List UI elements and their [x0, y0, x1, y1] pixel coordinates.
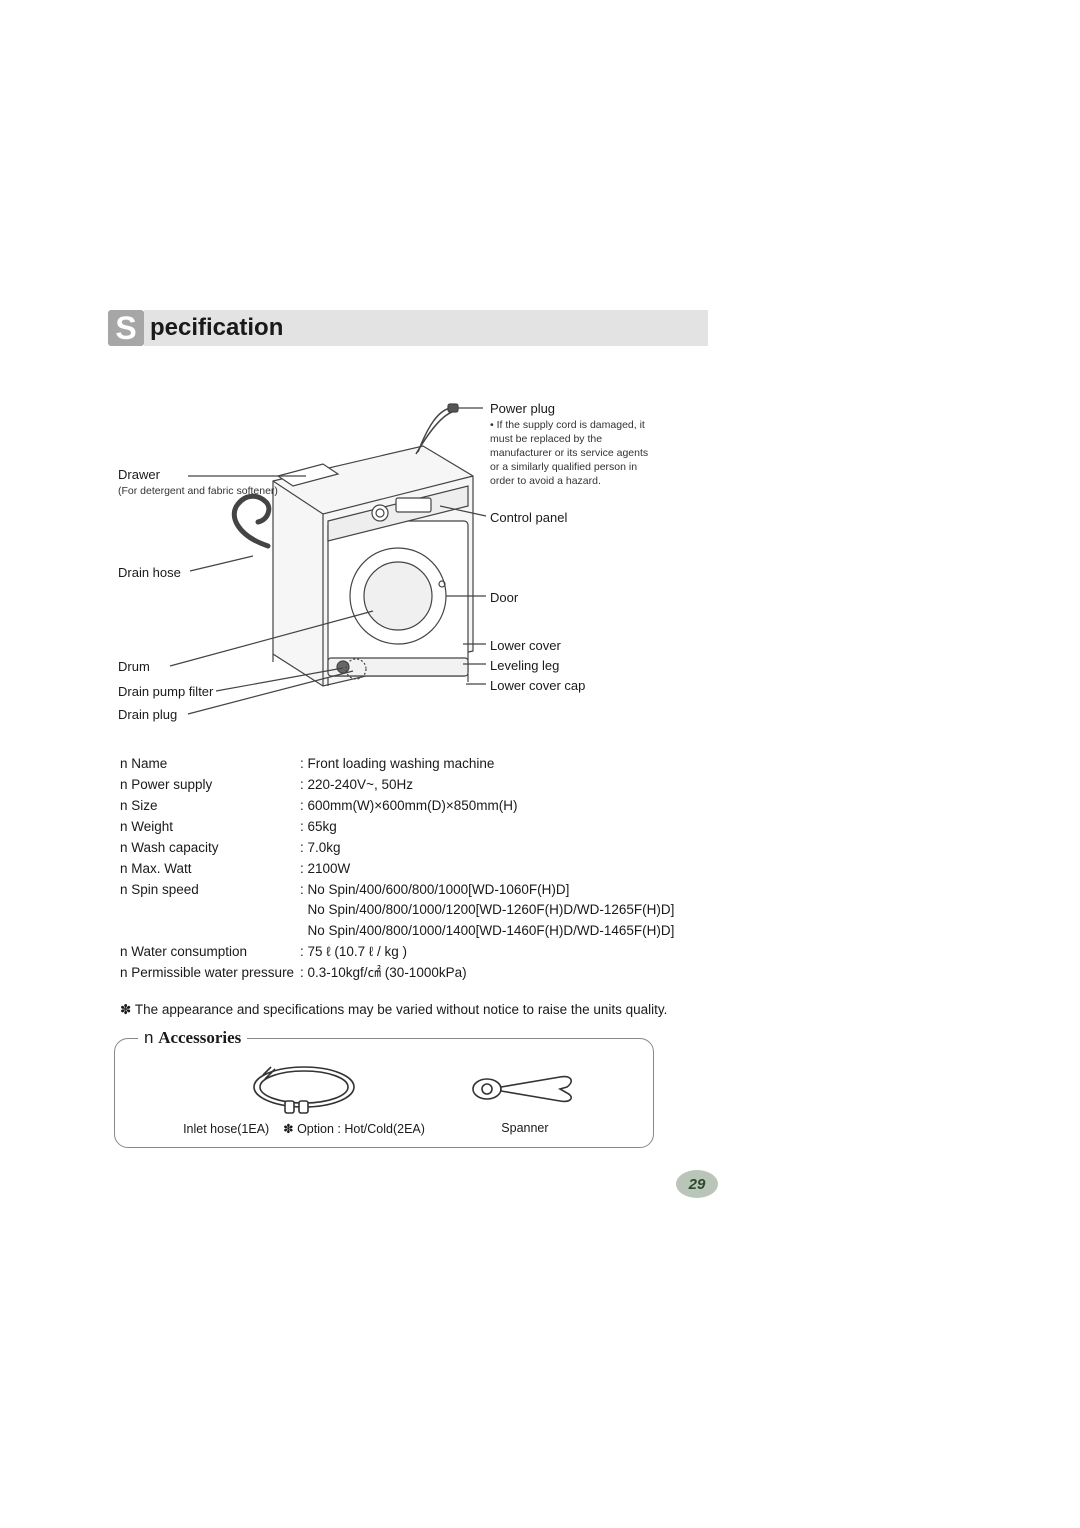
- spec-value-line: 7.0kg: [300, 838, 708, 859]
- footnote: The appearance and specifications may be…: [120, 1002, 708, 1018]
- spec-row: Weight 65kg: [120, 817, 708, 838]
- label-power-plug: Power plug • If the supply cord is damag…: [490, 400, 660, 488]
- spec-row: Permissible water pressure 0.3-10kgf/㎠ (…: [120, 963, 708, 984]
- spec-row: Name Front loading washing machine: [120, 754, 708, 775]
- spec-value: 0.3-10kgf/㎠ (30-1000kPa): [300, 963, 708, 984]
- spec-value: 2100W: [300, 859, 708, 880]
- spec-row: Power supply 220-240V~, 50Hz: [120, 775, 708, 796]
- spec-row: Size 600mm(W)×600mm(D)×850mm(H): [120, 796, 708, 817]
- spec-value: 7.0kg: [300, 838, 708, 859]
- heading-initial: S: [108, 310, 144, 346]
- label-door: Door: [490, 589, 518, 607]
- spec-value-line: 600mm(W)×600mm(D)×850mm(H): [300, 796, 708, 817]
- spec-row: Water consumption 75 ℓ (10.7 ℓ / kg ): [120, 942, 708, 963]
- spec-row: Wash capacity 7.0kg: [120, 838, 708, 859]
- parts-diagram: Drawer (For detergent and fabric softene…: [118, 386, 678, 726]
- label-drawer-text: Drawer: [118, 466, 278, 484]
- manual-page: S pecification: [108, 310, 708, 1148]
- label-drum: Drum: [118, 658, 150, 676]
- spec-label: Water consumption: [120, 942, 300, 963]
- spec-label: Wash capacity: [120, 838, 300, 859]
- spec-row: Spin speed No Spin/400/600/800/1000[WD-1…: [120, 880, 708, 943]
- spec-row: Max. Watt 2100W: [120, 859, 708, 880]
- spec-label: Power supply: [120, 775, 300, 796]
- label-drawer: Drawer (For detergent and fabric softene…: [118, 466, 278, 498]
- spec-value: Front loading washing machine: [300, 754, 708, 775]
- accessories-section: Accessories Inlet hose(1EA) ✽ Option : H…: [114, 1038, 708, 1148]
- acc-item-spanner: Spanner: [465, 1059, 585, 1135]
- spec-value: 220-240V~, 50Hz: [300, 775, 708, 796]
- spec-value-line: 0.3-10kgf/㎠ (30-1000kPa): [300, 963, 708, 984]
- section-heading: S pecification: [108, 310, 708, 346]
- label-lower-cover-cap: Lower cover cap: [490, 677, 585, 695]
- accessories-box: Inlet hose(1EA) ✽ Option : Hot/Cold(2EA)…: [114, 1038, 654, 1148]
- spec-table: Name Front loading washing machine Power…: [120, 754, 708, 984]
- spec-label: Spin speed: [120, 880, 300, 943]
- label-lower-cover: Lower cover: [490, 637, 561, 655]
- label-power-plug-text: Power plug: [490, 400, 660, 418]
- label-leveling-leg: Leveling leg: [490, 657, 559, 675]
- spec-label: Size: [120, 796, 300, 817]
- spec-value-line: 2100W: [300, 859, 708, 880]
- spec-label: Max. Watt: [120, 859, 300, 880]
- label-drain-plug: Drain plug: [118, 706, 177, 724]
- spec-value: 600mm(W)×600mm(D)×850mm(H): [300, 796, 708, 817]
- spec-label: Weight: [120, 817, 300, 838]
- label-drawer-sub: (For detergent and fabric softener): [118, 484, 278, 498]
- spec-value: 65kg: [300, 817, 708, 838]
- spec-value-line: Front loading washing machine: [300, 754, 708, 775]
- label-drain-hose: Drain hose: [118, 564, 181, 582]
- spec-value: No Spin/400/600/800/1000[WD-1060F(H)D] N…: [300, 880, 708, 943]
- page-number: 29: [676, 1170, 718, 1198]
- acc-caption: Spanner: [501, 1121, 548, 1135]
- label-control-panel: Control panel: [490, 509, 567, 527]
- spec-label: Name: [120, 754, 300, 775]
- spec-value-line: 65kg: [300, 817, 708, 838]
- inlet-hose-icon: [239, 1059, 369, 1115]
- accessories-title: Accessories: [138, 1028, 247, 1048]
- heading-rest: pecification: [144, 310, 708, 346]
- spec-value: 75 ℓ (10.7 ℓ / kg ): [300, 942, 708, 963]
- label-drain-pump-filter: Drain pump filter: [118, 683, 213, 701]
- spec-value-line: 75 ℓ (10.7 ℓ / kg ): [300, 942, 708, 963]
- spec-value-line: No Spin/400/800/1000/1200[WD-1260F(H)D/W…: [300, 900, 708, 921]
- acc-item-hose: Inlet hose(1EA) ✽ Option : Hot/Cold(2EA): [183, 1059, 425, 1136]
- acc-option: ✽ Option : Hot/Cold(2EA): [283, 1122, 425, 1136]
- spanner-icon: [465, 1059, 585, 1115]
- spec-label: Permissible water pressure: [120, 963, 300, 984]
- acc-caption: Inlet hose(1EA): [183, 1122, 269, 1136]
- label-power-plug-note: • If the supply cord is damaged, it must…: [490, 418, 660, 489]
- spec-value-line: 220-240V~, 50Hz: [300, 775, 708, 796]
- spec-value-line: No Spin/400/800/1000/1400[WD-1460F(H)D/W…: [300, 921, 708, 942]
- spec-value-line: No Spin/400/600/800/1000[WD-1060F(H)D]: [300, 880, 708, 901]
